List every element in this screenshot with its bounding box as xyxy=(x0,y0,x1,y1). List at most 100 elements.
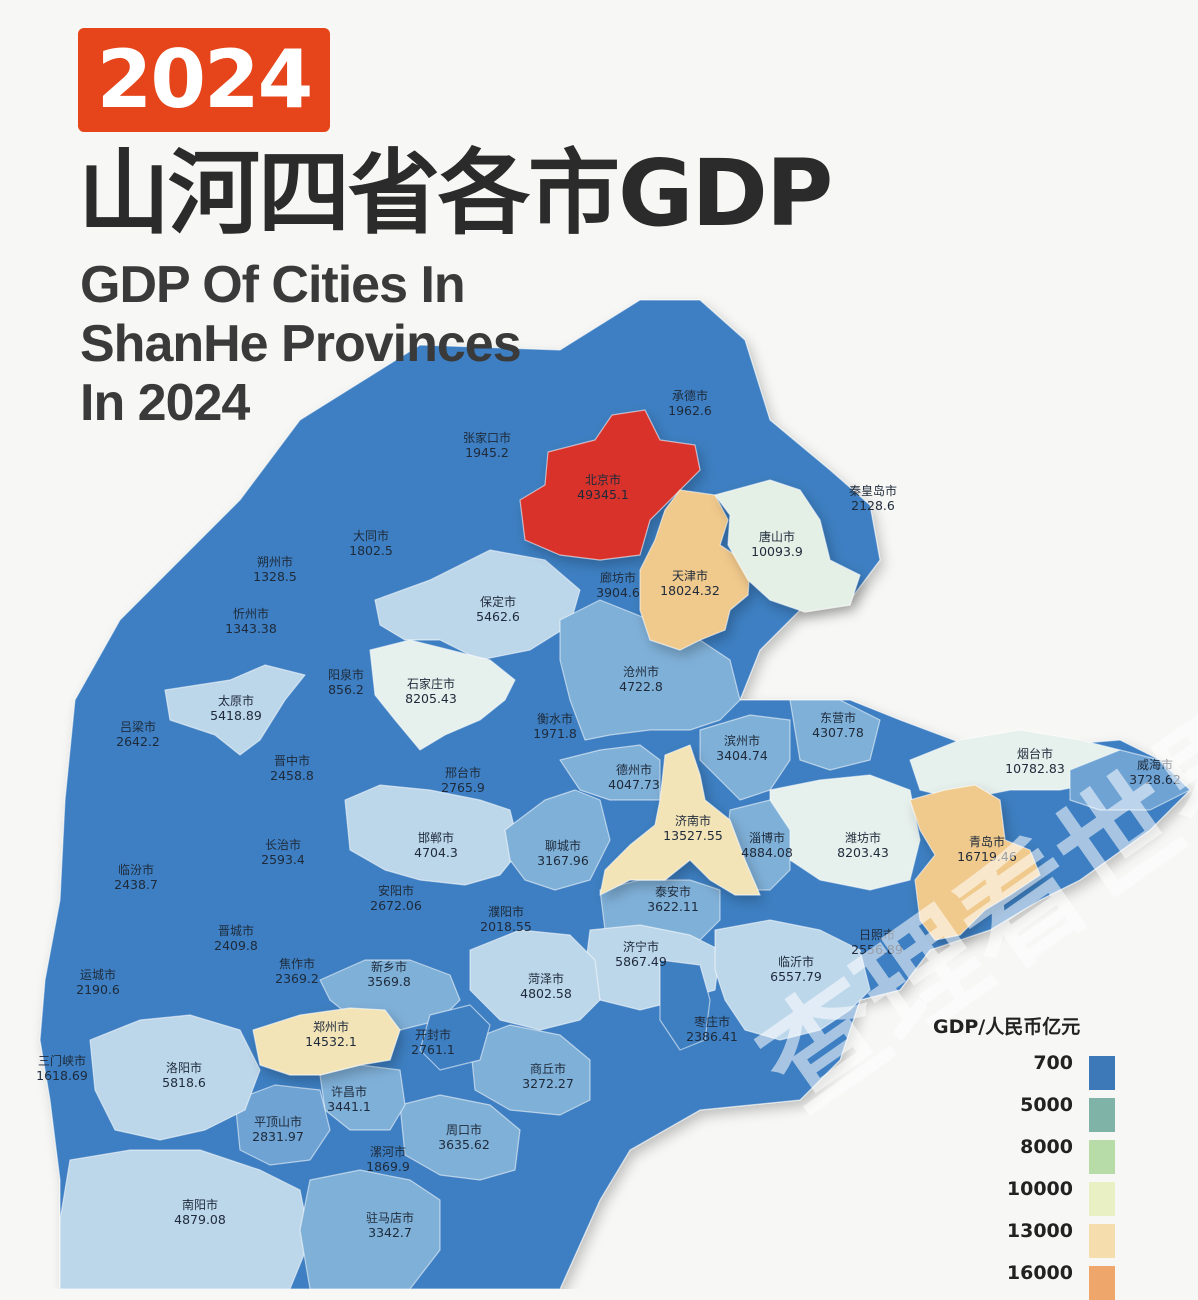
city-name-label: 石家庄市 xyxy=(407,676,455,691)
city-name-label: 青岛市 xyxy=(969,834,1005,849)
city-name-label: 朔州市 xyxy=(257,554,293,569)
city-gdp-value: 1945.2 xyxy=(465,445,509,460)
city-name-label: 许昌市 xyxy=(331,1084,367,1099)
city-gdp-value: 5418.89 xyxy=(210,708,262,723)
city-name-label: 唐山市 xyxy=(759,529,795,544)
legend-swatch xyxy=(1089,1266,1115,1300)
legend-value: 13000 xyxy=(1006,1220,1073,1242)
region-tangshan xyxy=(714,479,861,613)
city-gdp-value: 2458.8 xyxy=(270,768,314,783)
city-gdp-value: 3622.11 xyxy=(647,899,699,914)
city-name-label: 威海市 xyxy=(1137,757,1173,772)
city-gdp-value: 8203.43 xyxy=(837,845,889,860)
city-name-label: 济宁市 xyxy=(623,939,659,954)
city-gdp-value: 13527.55 xyxy=(663,828,723,843)
region-shangqiu xyxy=(469,1024,591,1116)
region-taiyuan xyxy=(164,664,306,756)
region-luoyang xyxy=(89,1014,261,1141)
region-pingdingshan xyxy=(234,1084,331,1166)
city-gdp-value: 2386.41 xyxy=(686,1029,738,1044)
city-name-label: 承德市 xyxy=(672,388,708,403)
city-gdp-value: 5462.6 xyxy=(476,609,520,624)
legend-item: 13000 xyxy=(985,1220,1115,1258)
city-gdp-value: 3404.74 xyxy=(716,748,768,763)
city-name-label: 临汾市 xyxy=(118,862,154,877)
region-xuchang xyxy=(319,1064,406,1131)
city-name-label: 临沂市 xyxy=(778,954,814,969)
city-name-label: 太原市 xyxy=(218,693,254,708)
legend-swatch xyxy=(1089,1182,1115,1216)
region-zhoukou xyxy=(399,1094,521,1181)
city-gdp-value: 8205.43 xyxy=(405,691,457,706)
city-name-label: 枣庄市 xyxy=(694,1014,730,1029)
region-weihai xyxy=(1069,749,1191,811)
region-layer xyxy=(39,299,1191,1289)
city-gdp-value: 2369.2 xyxy=(275,971,319,986)
city-name-label: 大同市 xyxy=(353,528,389,543)
city-gdp-value: 3167.96 xyxy=(537,853,589,868)
region-jinan xyxy=(599,744,761,896)
city-gdp-value: 1869.9 xyxy=(366,1159,410,1174)
city-name-label: 烟台市 xyxy=(1017,746,1053,761)
city-name-label: 平顶山市 xyxy=(254,1114,302,1129)
city-gdp-value: 5867.49 xyxy=(615,954,667,969)
legend-item: 16000 xyxy=(985,1262,1115,1300)
city-name-label: 聊城市 xyxy=(545,838,581,853)
city-gdp-value: 4307.78 xyxy=(812,725,864,740)
city-name-label: 晋城市 xyxy=(218,923,254,938)
city-name-label: 沧州市 xyxy=(623,664,659,679)
region-liaocheng xyxy=(504,789,611,891)
legend-value: 16000 xyxy=(1006,1262,1073,1284)
page-title: 山河四省各市GDP xyxy=(78,140,833,247)
legend-item: 10000 xyxy=(985,1178,1115,1216)
city-gdp-value: 2018.55 xyxy=(480,919,532,934)
city-name-label: 潍坊市 xyxy=(845,830,881,845)
subtitle-line-2: ShanHe Provinces xyxy=(80,315,522,373)
city-name-label: 张家口市 xyxy=(463,430,511,445)
city-gdp-value: 2672.06 xyxy=(370,898,422,913)
city-gdp-value: 5818.6 xyxy=(162,1075,206,1090)
city-gdp-value: 3441.1 xyxy=(327,1099,371,1114)
legend-value: 700 xyxy=(1033,1052,1073,1074)
city-name-label: 吕梁市 xyxy=(120,719,156,734)
city-gdp-value: 2593.4 xyxy=(261,852,305,867)
legend-title: GDP/人民币亿元 xyxy=(933,1016,1081,1038)
city-name-label: 安阳市 xyxy=(378,883,414,898)
city-name-label: 菏泽市 xyxy=(528,971,564,986)
legend-swatch xyxy=(1089,1140,1115,1174)
region-heze xyxy=(469,929,601,1031)
city-name-label: 三门峡市 xyxy=(38,1053,86,1068)
city-name-label: 阳泉市 xyxy=(328,667,364,682)
city-name-label: 开封市 xyxy=(415,1027,451,1042)
city-name-label: 周口市 xyxy=(446,1122,482,1137)
region-shijiazhuang xyxy=(369,639,516,751)
city-name-label: 滨州市 xyxy=(724,733,760,748)
city-gdp-value: 3272.27 xyxy=(522,1076,574,1091)
city-gdp-value: 3342.7 xyxy=(368,1225,412,1240)
city-name-label: 邢台市 xyxy=(445,765,481,780)
city-gdp-value: 49345.1 xyxy=(577,487,629,502)
legend-value: 8000 xyxy=(1020,1136,1073,1158)
city-gdp-value: 2190.6 xyxy=(76,982,120,997)
city-name-label: 衡水市 xyxy=(537,711,573,726)
city-name-label: 北京市 xyxy=(585,472,621,487)
city-name-label: 长治市 xyxy=(265,837,301,852)
city-name-label: 晋中市 xyxy=(274,753,310,768)
region-baoding xyxy=(374,549,581,661)
city-name-label: 商丘市 xyxy=(530,1061,566,1076)
region-kaifeng xyxy=(419,1004,491,1071)
city-gdp-value: 1802.5 xyxy=(349,543,393,558)
city-name-label: 焦作市 xyxy=(279,956,315,971)
city-gdp-value: 4047.73 xyxy=(608,777,660,792)
region-qingdao xyxy=(909,784,1041,941)
legend-swatch xyxy=(1089,1224,1115,1258)
region-zaozhuang xyxy=(659,959,711,1051)
region-zhumadian xyxy=(299,1169,441,1289)
city-name-label: 忻州市 xyxy=(233,606,269,621)
city-gdp-value: 1328.5 xyxy=(253,569,297,584)
legend-swatch xyxy=(1089,1098,1115,1132)
city-name-label: 泰安市 xyxy=(655,884,691,899)
city-name-label: 新乡市 xyxy=(371,959,407,974)
city-gdp-value: 4722.8 xyxy=(619,679,663,694)
